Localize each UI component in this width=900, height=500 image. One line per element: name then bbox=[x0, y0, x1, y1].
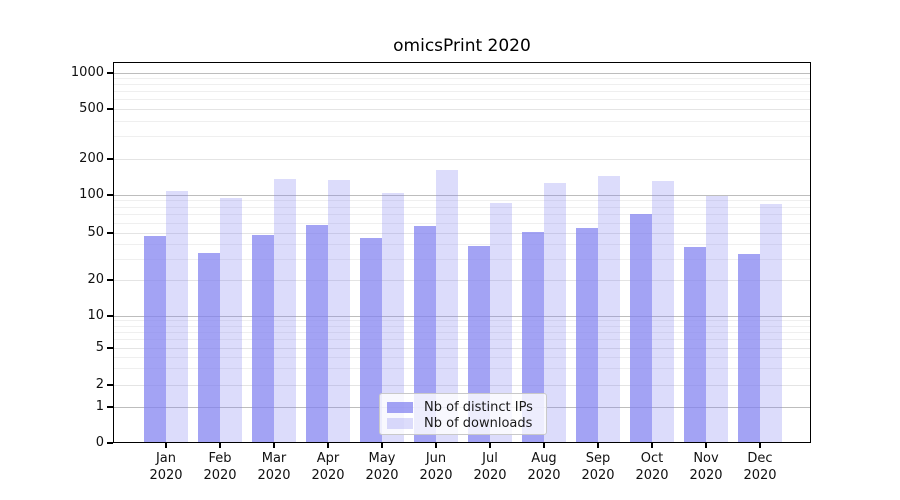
y-tick-mark-1000 bbox=[107, 72, 113, 74]
y-tick-mark-500 bbox=[107, 108, 113, 110]
bar-downloads-oct bbox=[652, 180, 674, 443]
bar-distinct-ips-nov bbox=[684, 247, 706, 443]
chart-title: omicsPrint 2020 bbox=[393, 36, 531, 56]
x-tick-mark-dec bbox=[759, 443, 761, 448]
bar-downloads-jan bbox=[166, 191, 188, 443]
gridline-200 bbox=[113, 158, 811, 160]
x-tick-label-nov: Nov 2020 bbox=[689, 451, 723, 483]
bar-downloads-sep bbox=[598, 175, 620, 443]
bar-downloads-nov bbox=[706, 195, 728, 443]
x-tick-label-jul: Jul 2020 bbox=[473, 451, 507, 483]
x-tick-label-sep: Sep 2020 bbox=[581, 451, 615, 483]
bar-distinct-ips-aug bbox=[522, 231, 544, 443]
x-tick-label-aug: Aug 2020 bbox=[527, 451, 561, 483]
x-tick-label-mar: Mar 2020 bbox=[257, 451, 291, 483]
bar-downloads-mar bbox=[274, 179, 296, 443]
y-tick-label-20: 20 bbox=[87, 272, 104, 287]
y-tick-label-500: 500 bbox=[79, 101, 104, 116]
legend-swatch-distinct-ips bbox=[387, 401, 413, 413]
x-tick-label-jun: Jun 2020 bbox=[419, 451, 453, 483]
x-tick-label-may: May 2020 bbox=[365, 451, 399, 483]
bar-distinct-ips-feb bbox=[198, 252, 220, 443]
bar-downloads-feb bbox=[220, 198, 242, 443]
gridline-minor-600 bbox=[113, 99, 811, 101]
y-tick-mark-1 bbox=[107, 406, 113, 408]
gridline-minor-700 bbox=[113, 91, 811, 93]
x-tick-mark-feb bbox=[219, 443, 221, 448]
bar-downloads-may bbox=[382, 193, 404, 443]
x-tick-label-oct: Oct 2020 bbox=[635, 451, 669, 483]
bar-distinct-ips-jun bbox=[414, 225, 436, 443]
x-tick-mark-mar bbox=[273, 443, 275, 448]
gridline-minor-400 bbox=[113, 120, 811, 122]
y-tick-label-10: 10 bbox=[87, 308, 104, 323]
gridline-500 bbox=[113, 108, 811, 110]
x-tick-mark-oct bbox=[651, 443, 653, 448]
y-tick-label-5: 5 bbox=[95, 340, 104, 355]
y-tick-label-100: 100 bbox=[79, 187, 104, 202]
y-tick-mark-10 bbox=[107, 315, 113, 317]
y-tick-mark-100 bbox=[107, 194, 113, 196]
bar-distinct-ips-jan bbox=[144, 236, 166, 443]
legend-label-downloads: Nb of downloads bbox=[424, 415, 533, 431]
gridline-minor-300 bbox=[113, 136, 811, 138]
y-tick-label-200: 200 bbox=[79, 151, 104, 166]
y-tick-label-0: 0 bbox=[95, 435, 104, 450]
x-tick-mark-may bbox=[381, 443, 383, 448]
x-tick-mark-nov bbox=[705, 443, 707, 448]
legend-label-distinct-ips: Nb of distinct IPs bbox=[424, 399, 533, 415]
x-tick-mark-sep bbox=[597, 443, 599, 448]
bar-distinct-ips-sep bbox=[576, 227, 598, 443]
y-tick-mark-0 bbox=[107, 442, 113, 444]
y-tick-mark-5 bbox=[107, 347, 113, 349]
bar-distinct-ips-oct bbox=[630, 213, 652, 443]
bar-distinct-ips-mar bbox=[252, 235, 274, 443]
bar-distinct-ips-may bbox=[360, 238, 382, 443]
x-tick-mark-jul bbox=[489, 443, 491, 448]
x-tick-mark-jan bbox=[165, 443, 167, 448]
y-tick-mark-2 bbox=[107, 384, 113, 386]
y-tick-label-50: 50 bbox=[87, 225, 104, 240]
x-tick-label-jan: Jan 2020 bbox=[149, 451, 183, 483]
y-tick-label-2: 2 bbox=[95, 377, 104, 392]
gridline-minor-900 bbox=[113, 77, 811, 79]
bar-distinct-ips-dec bbox=[738, 254, 760, 443]
legend: Nb of distinct IPs Nb of downloads bbox=[379, 393, 547, 435]
x-tick-label-apr: Apr 2020 bbox=[311, 451, 345, 483]
x-tick-mark-jun bbox=[435, 443, 437, 448]
gridline-1000 bbox=[113, 72, 811, 74]
y-tick-mark-50 bbox=[107, 232, 113, 234]
bar-distinct-ips-apr bbox=[306, 224, 328, 443]
x-tick-label-feb: Feb 2020 bbox=[203, 451, 237, 483]
bar-downloads-jul bbox=[490, 203, 512, 443]
bar-downloads-jun bbox=[436, 170, 458, 443]
y-tick-mark-200 bbox=[107, 158, 113, 160]
x-tick-mark-aug bbox=[543, 443, 545, 448]
x-tick-mark-apr bbox=[327, 443, 329, 448]
y-tick-mark-20 bbox=[107, 279, 113, 281]
gridline-minor-800 bbox=[113, 84, 811, 86]
legend-item-downloads: Nb of downloads bbox=[387, 415, 546, 431]
bar-downloads-aug bbox=[544, 182, 566, 443]
y-tick-label-1: 1 bbox=[95, 399, 104, 414]
y-tick-label-1000: 1000 bbox=[70, 65, 104, 80]
bar-downloads-apr bbox=[328, 180, 350, 443]
x-tick-label-dec: Dec 2020 bbox=[743, 451, 777, 483]
bar-downloads-dec bbox=[760, 203, 782, 443]
legend-item-distinct-ips: Nb of distinct IPs bbox=[387, 399, 546, 415]
legend-swatch-downloads bbox=[387, 417, 413, 429]
